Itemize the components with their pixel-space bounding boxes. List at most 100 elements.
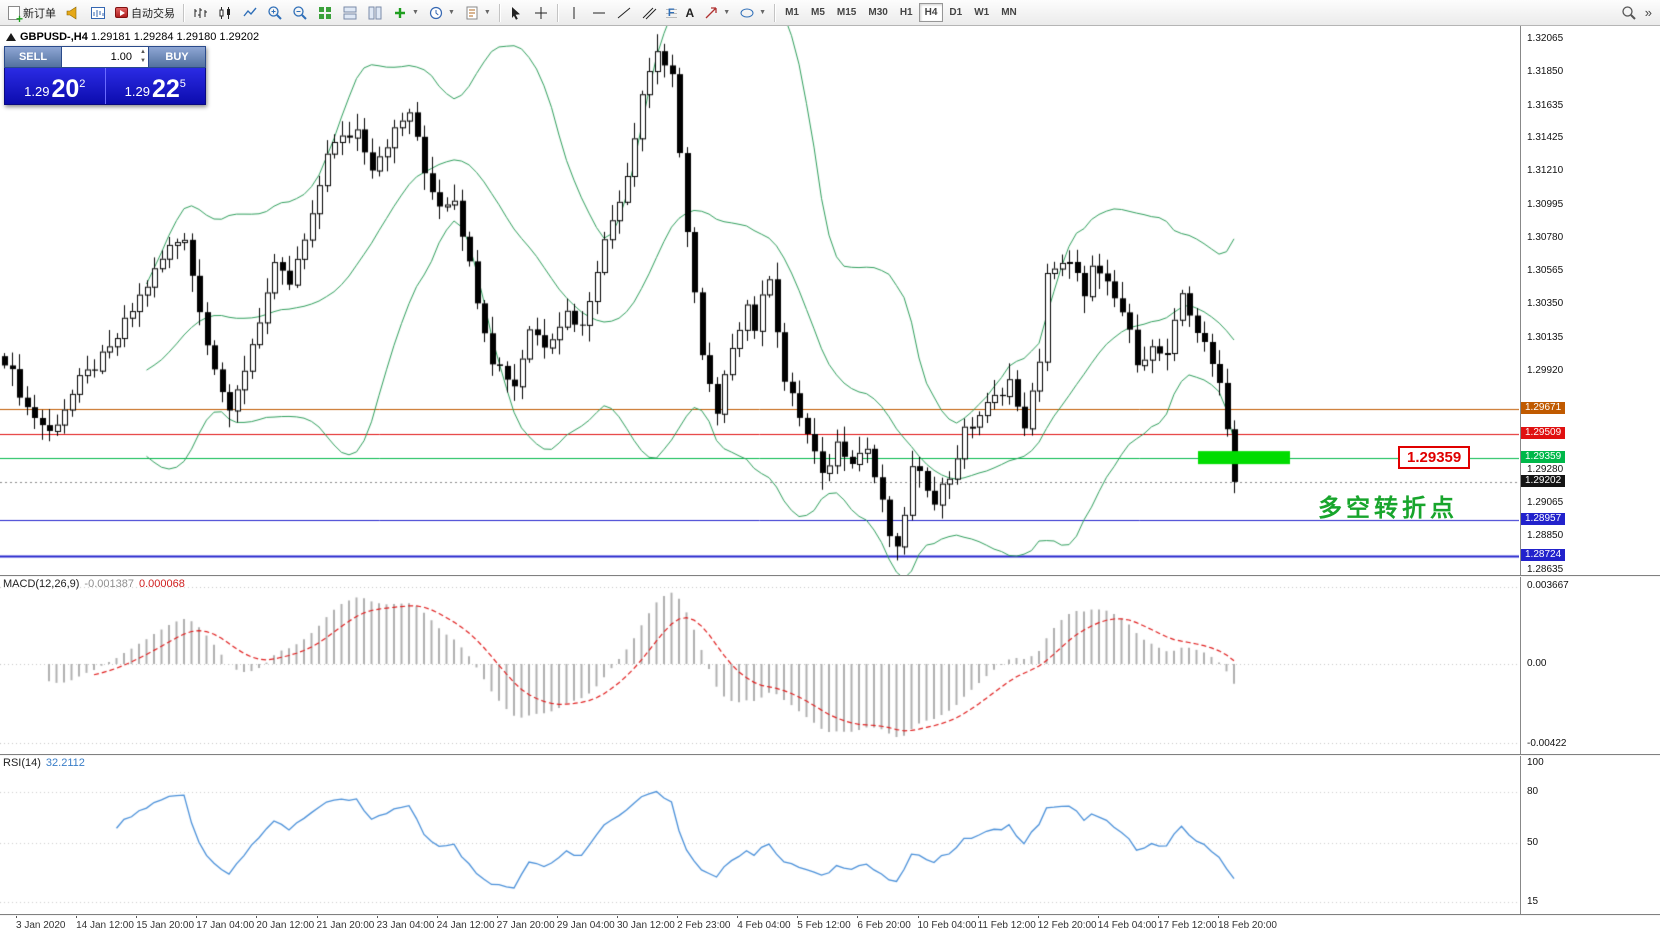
cursor-icon xyxy=(511,6,520,20)
zoom-out-button[interactable] xyxy=(288,2,312,24)
trendline-tool-button[interactable] xyxy=(612,2,636,24)
timeframe-button-m5[interactable]: M5 xyxy=(811,7,825,18)
shapes-tool-button[interactable]: ▼ xyxy=(735,2,770,24)
search-button[interactable] xyxy=(1617,2,1641,24)
candlestick-chart-button[interactable] xyxy=(213,2,237,24)
clock-icon xyxy=(429,6,443,19)
timeframe-group: M1 M5 M15 M30 H1 H4 D1 W1 MN xyxy=(779,3,1023,22)
overflow-icon: » xyxy=(1644,5,1652,20)
new-order-button[interactable]: + 新订单 xyxy=(4,2,60,25)
channel-tool-button[interactable] xyxy=(637,2,661,24)
time-label: 24 Jan 12:00 xyxy=(436,920,495,931)
price-badge: 1.29202 xyxy=(1521,474,1566,487)
sell-price[interactable]: 1.29 20 2 xyxy=(5,68,105,104)
volume-box: ▲▼ xyxy=(62,46,148,68)
timeframe-button-h4[interactable]: H4 xyxy=(918,3,944,22)
line-chart-button[interactable] xyxy=(238,2,262,24)
main-chart-canvas[interactable] xyxy=(0,26,1519,575)
rsi-scale-tick: 100 xyxy=(1527,757,1544,768)
timeframe-button-m30[interactable]: M30 xyxy=(868,7,888,18)
channel-icon xyxy=(642,7,657,19)
indicator-plus-icon xyxy=(395,7,405,18)
buy-button[interactable]: BUY xyxy=(148,46,206,68)
spinner-up-icon[interactable]: ▲ xyxy=(140,49,146,55)
autotrading-button[interactable]: 自动交易 xyxy=(111,2,179,24)
toolbar: + 新订单 自动交易 xyxy=(0,0,1660,26)
indicators-button[interactable]: ▼ xyxy=(388,2,423,24)
vertical-line-tool-button[interactable] xyxy=(562,2,586,24)
separator xyxy=(556,3,558,22)
price-tick: 1.30995 xyxy=(1527,198,1564,210)
rsi-panel-canvas[interactable] xyxy=(0,755,1519,914)
autotrading-label: 自动交易 xyxy=(131,7,175,20)
time-tick xyxy=(1157,915,1159,918)
time-label: 10 Feb 04:00 xyxy=(917,920,977,931)
time-label: 23 Jan 04:00 xyxy=(376,920,435,931)
price-tick: 1.30350 xyxy=(1527,298,1564,310)
zoom-in-icon xyxy=(268,5,282,20)
separator xyxy=(183,3,184,22)
panel-separator[interactable] xyxy=(0,914,1660,915)
time-tick xyxy=(376,915,378,918)
cursor-button[interactable] xyxy=(504,2,528,24)
bar-chart-icon xyxy=(194,7,207,18)
text-tool-button[interactable]: A xyxy=(682,2,699,24)
period-button[interactable]: ▼ xyxy=(424,2,459,24)
arrange-vertical-button[interactable] xyxy=(363,2,387,24)
macd-scale-tick: -0.00422 xyxy=(1527,738,1567,749)
timeframe-button-m1[interactable]: M1 xyxy=(785,7,799,18)
panel-separator[interactable] xyxy=(0,575,1660,576)
announcement-button[interactable] xyxy=(61,2,85,24)
time-label: 11 Feb 12:00 xyxy=(977,920,1036,931)
timeframe-button-d1[interactable]: D1 xyxy=(949,7,963,18)
price-tick: 1.29920 xyxy=(1527,364,1564,376)
arrange-horizontal-button[interactable] xyxy=(338,2,362,24)
price-badge: 1.29359 xyxy=(1521,450,1566,463)
timeframe-button-m15[interactable]: M15 xyxy=(836,7,857,18)
chart-title: GBPUSD-,H4 xyxy=(20,31,88,43)
panel-separator[interactable] xyxy=(0,754,1660,755)
macd-panel-canvas[interactable] xyxy=(0,576,1519,754)
fibonacci-tool-button[interactable]: F xyxy=(662,2,681,24)
price-tick: 1.30780 xyxy=(1527,231,1564,243)
price-badge: 1.28957 xyxy=(1521,512,1566,525)
price-axis[interactable]: 1.32065 1.31850 1.31635 1.31425 1.31210 1.309… xyxy=(1520,26,1660,915)
timeframe-button-w1[interactable]: W1 xyxy=(974,7,990,18)
template-button[interactable]: ▼ xyxy=(460,2,495,24)
time-label: 3 Jan 2020 xyxy=(16,920,66,931)
time-label: 30 Jan 12:00 xyxy=(617,920,675,931)
time-axis[interactable]: 3 Jan 2020 14 Jan 12:00 15 Jan 20:00 17 Jan… xyxy=(0,915,1520,946)
buy-price[interactable]: 1.29 22 5 xyxy=(106,68,206,104)
arrange-horizontal-icon xyxy=(343,6,357,19)
crosshair-button[interactable] xyxy=(529,2,553,24)
price-tick: 1.31425 xyxy=(1527,132,1564,144)
volume-input[interactable] xyxy=(62,51,148,63)
time-tick xyxy=(1037,915,1039,918)
price-tick: 1.31850 xyxy=(1527,66,1564,78)
spinner-down-icon[interactable]: ▼ xyxy=(140,58,146,64)
chevron-down-icon: ▼ xyxy=(483,9,491,16)
pivot-price-label[interactable]: 1.29359 xyxy=(1398,445,1471,469)
price-tick: 1.28635 xyxy=(1527,563,1564,575)
horizontal-line-tool-button[interactable] xyxy=(587,2,611,24)
timeframe-button-h1[interactable]: H1 xyxy=(899,7,913,18)
volume-spinner[interactable]: ▲ ▼ xyxy=(140,48,146,66)
timeframe-button-mn[interactable]: MN xyxy=(1001,7,1017,18)
arrow-tool-button[interactable]: ▼ xyxy=(699,2,734,24)
chart-window-button[interactable] xyxy=(86,2,110,24)
pivot-annotation-text[interactable]: 多空转折点 xyxy=(1318,495,1458,523)
trade-panel-collapse-icon[interactable] xyxy=(6,33,16,41)
macd-scale-tick: 0.00 xyxy=(1527,657,1547,669)
time-label: 17 Feb 12:00 xyxy=(1157,920,1217,931)
shapes-icon xyxy=(740,8,754,17)
sell-button[interactable]: SELL xyxy=(4,46,62,68)
time-label: 15 Jan 20:00 xyxy=(136,920,195,931)
sell-price-big-figure: 1.29 xyxy=(24,84,50,99)
time-tick xyxy=(196,915,198,918)
zoom-in-button[interactable] xyxy=(263,2,287,24)
bar-chart-button[interactable] xyxy=(188,2,212,24)
toolbar-overflow-button[interactable]: » xyxy=(1641,2,1656,24)
separator xyxy=(498,3,500,22)
tile-windows-button[interactable] xyxy=(313,2,337,24)
